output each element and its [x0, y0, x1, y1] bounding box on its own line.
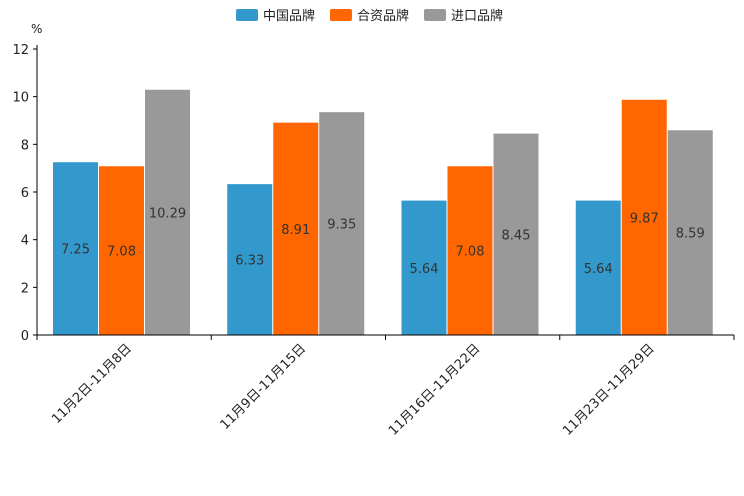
- bar-value-label-s1-c1: 8.91: [281, 223, 310, 238]
- y-tick-label-5: 10: [12, 91, 29, 106]
- bar-value-label-s2-c2: 8.45: [502, 228, 531, 243]
- legend-swatch-2: [424, 9, 446, 21]
- x-axis: 11月2日-11月8日 11月9日-11月15日 11月16日-11月22日 11月2…: [36, 334, 735, 439]
- bar-s2-c2: [493, 133, 539, 335]
- x-category-label-0: 11月2日-11月8日: [49, 341, 135, 427]
- bar-value-label-s1-c3: 9.87: [630, 211, 659, 226]
- bar-value-label-s1-c0: 7.08: [107, 245, 136, 260]
- bar-value-label-s0-c0: 7.25: [61, 243, 90, 258]
- bar-value-label-s1-c2: 7.08: [456, 245, 485, 260]
- bar-s2-c0: [145, 89, 190, 335]
- y-tick-label-1: 2: [21, 281, 29, 296]
- bar-s0-c2: [401, 200, 447, 335]
- bar-s2-c1: [319, 112, 365, 336]
- y-tick-label-2: 4: [21, 234, 29, 249]
- y-tick-label-4: 8: [21, 138, 29, 153]
- y-axis: 0 2 4 6 8 10 12: [12, 43, 38, 344]
- legend: 中国品牌 合资品牌 进口品牌: [236, 8, 503, 24]
- bar-s2-c3: [667, 130, 713, 335]
- bar-value-label-s0-c2: 5.64: [410, 262, 439, 277]
- bar-s1-c0: [99, 166, 144, 335]
- bar-s1-c2: [447, 166, 493, 335]
- bar-s0-c0: [53, 162, 98, 335]
- bar-s0-c3: [575, 200, 621, 335]
- bar-value-label-s0-c3: 5.64: [584, 262, 613, 277]
- bar-s1-c1: [273, 122, 319, 336]
- legend-label-2: 进口品牌: [451, 8, 503, 24]
- x-category-label-2: 11月16日-11月22日: [386, 341, 483, 438]
- x-category-label-3: 11月23日-11月29日: [560, 341, 657, 438]
- legend-label-1: 合资品牌: [357, 8, 409, 24]
- y-axis-unit: %: [31, 22, 42, 36]
- bar-value-label-s2-c0: 10.29: [149, 206, 186, 221]
- legend-label-0: 中国品牌: [263, 8, 315, 24]
- bar-s1-c3: [621, 99, 667, 335]
- x-category-label-1: 11月9日-11月15日: [218, 341, 310, 433]
- y-tick-label-3: 6: [21, 186, 29, 201]
- y-tick-label-0: 0: [21, 329, 29, 344]
- legend-swatch-1: [330, 9, 352, 21]
- bar-value-label-s2-c1: 9.35: [327, 218, 356, 233]
- bar-value-label-s0-c1: 6.33: [235, 254, 264, 269]
- y-tick-label-6: 12: [12, 43, 29, 58]
- bars: 7.25 6.33 5.64 5.64 7.08 8.91 7.08 9.87 10.29 9.3…: [53, 89, 713, 336]
- bar-s0-c1: [227, 184, 273, 335]
- legend-swatch-0: [236, 9, 258, 21]
- bar-value-label-s2-c3: 8.59: [676, 227, 705, 242]
